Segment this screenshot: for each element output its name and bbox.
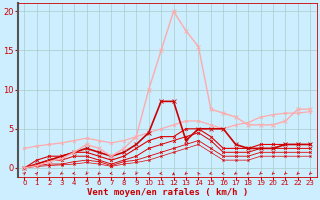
X-axis label: Vent moyen/en rafales ( km/h ): Vent moyen/en rafales ( km/h ) bbox=[87, 188, 248, 197]
